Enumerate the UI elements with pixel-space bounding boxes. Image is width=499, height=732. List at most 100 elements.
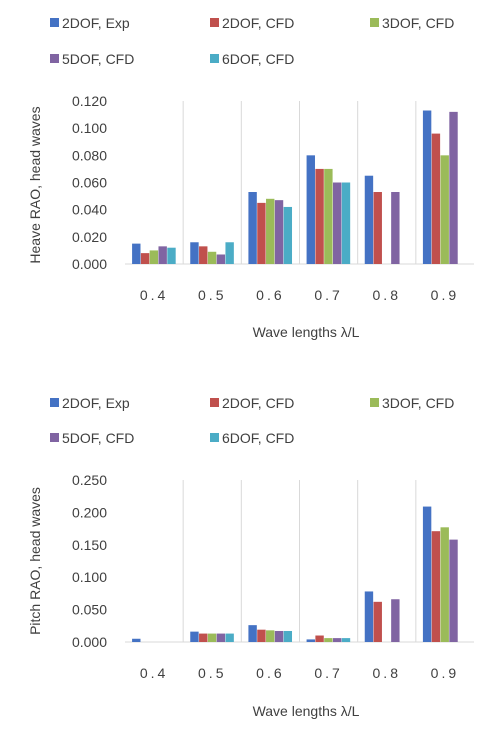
pitch-x-axis-title: Wave lengths λ/L — [253, 703, 360, 719]
pitch-x-tick-label: 0.5 — [198, 665, 226, 681]
heave-bar-0_7-s2 — [315, 168, 324, 264]
pitch-bar-0_6-s4 — [274, 630, 284, 642]
heave-bar-0_9-s4 — [449, 111, 458, 264]
heave-bar-0_6-s1 — [248, 192, 257, 264]
heave-legend-swatch-3 — [370, 18, 379, 27]
heave-y-tick-label: 0.120 — [72, 93, 107, 109]
heave-y-ticks: 0.000 0.020 0.040 0.060 0.080 0.100 0.120 — [72, 93, 107, 272]
heave-bar-0_6-s5 — [283, 206, 293, 264]
heave-y-tick-label: 0.080 — [72, 147, 107, 163]
heave-bar-0_9-s1 — [422, 110, 432, 264]
pitch-legend-label-5: 6DOF, CFD — [222, 430, 294, 446]
pitch-bar-0_7-s2 — [315, 635, 324, 642]
heave-legend-swatch-1 — [50, 18, 59, 27]
pitch-y-tick-label: 0.100 — [72, 569, 107, 585]
pitch-bar-0_7-s5 — [341, 638, 351, 642]
heave-x-tick-label: 0.4 — [140, 287, 168, 303]
heave-bar-0_4-s3 — [149, 250, 159, 264]
heave-bar-0_4-s1 — [132, 243, 141, 264]
pitch-x-tick-label: 0.8 — [373, 665, 401, 681]
heave-legend-label-3: 3DOF, CFD — [382, 15, 454, 31]
pitch-bar-0_6-s5 — [283, 630, 293, 642]
heave-legend-label-1: 2DOF, Exp — [62, 15, 130, 31]
pitch-bar-0_5-s4 — [216, 633, 226, 642]
pitch-bar-0_6-s3 — [266, 630, 275, 642]
heave-bar-0_7-s4 — [332, 182, 342, 264]
pitch-chart: 2DOF, Exp 2DOF, CFD 3DOF, CFD 5DOF, CFD 6DOF… — [27, 395, 474, 719]
heave-x-tick-label: 0.7 — [314, 287, 342, 303]
heave-bar-0_5-s2 — [199, 246, 208, 264]
heave-legend-swatch-2 — [210, 18, 219, 27]
pitch-x-tick-label: 0.6 — [256, 665, 284, 681]
pitch-bar-0_6-s2 — [257, 629, 266, 642]
heave-y-axis-title: Heave RAO, head waves — [27, 106, 43, 263]
pitch-legend-swatch-3 — [370, 398, 379, 407]
pitch-bar-0_8-s4 — [391, 599, 400, 642]
pitch-legend-label-2: 2DOF, CFD — [222, 395, 294, 411]
pitch-bar-0_7-s3 — [324, 638, 333, 642]
heave-bar-0_6-s3 — [266, 198, 275, 264]
pitch-bar-0_9-s3 — [440, 527, 449, 642]
heave-bar-0_6-s2 — [257, 202, 266, 264]
pitch-x-ticks: 0.4 0.5 0.6 0.7 0.8 0.9 — [140, 665, 459, 681]
heave-bar-0_8-s2 — [373, 192, 382, 264]
pitch-legend-label-1: 2DOF, Exp — [62, 395, 130, 411]
pitch-y-ticks: 0.000 0.050 0.100 0.150 0.200 0.250 — [72, 472, 107, 650]
pitch-bar-0_4-s1 — [132, 638, 141, 642]
pitch-y-tick-label: 0.050 — [72, 602, 107, 618]
heave-x-tick-label: 0.5 — [198, 287, 226, 303]
pitch-y-tick-label: 0.200 — [72, 504, 107, 520]
pitch-bar-0_9-s2 — [431, 531, 441, 642]
pitch-legend-label-4: 5DOF, CFD — [62, 430, 134, 446]
pitch-bar-0_9-s4 — [449, 539, 458, 642]
heave-x-tick-label: 0.9 — [431, 287, 459, 303]
heave-legend: 2DOF, Exp 2DOF, CFD 3DOF, CFD 5DOF, CFD 6DOF… — [50, 15, 454, 67]
pitch-bar-0_8-s2 — [373, 601, 382, 642]
pitch-bar-0_5-s2 — [199, 633, 208, 642]
heave-legend-swatch-5 — [210, 54, 219, 63]
pitch-legend-swatch-5 — [210, 433, 219, 442]
pitch-bar-0_7-s4 — [332, 638, 342, 642]
pitch-bar-0_7-s1 — [306, 639, 315, 642]
heave-bar-0_4-s4 — [158, 246, 167, 264]
heave-category-dividers — [125, 101, 474, 265]
heave-bar-0_4-s5 — [167, 247, 176, 264]
pitch-legend-swatch-2 — [210, 398, 219, 407]
heave-y-tick-label: 0.060 — [72, 175, 107, 191]
heave-bar-0_4-s2 — [140, 253, 150, 264]
pitch-bar-0_9-s1 — [422, 506, 432, 642]
pitch-x-tick-label: 0.9 — [431, 665, 459, 681]
heave-bar-0_5-s3 — [207, 251, 217, 264]
heave-bar-0_5-s4 — [216, 254, 226, 264]
pitch-bars — [132, 506, 458, 642]
heave-bars — [132, 110, 458, 264]
pitch-bar-0_8-s1 — [364, 591, 374, 642]
heave-legend-swatch-4 — [50, 54, 59, 63]
heave-bar-0_8-s1 — [364, 175, 374, 264]
pitch-legend-swatch-1 — [50, 398, 59, 407]
heave-bar-0_8-s4 — [391, 192, 400, 264]
heave-bar-0_7-s3 — [324, 168, 333, 264]
heave-x-tick-label: 0.6 — [256, 287, 284, 303]
pitch-y-tick-label: 0.150 — [72, 537, 107, 553]
heave-bar-0_5-s5 — [225, 242, 234, 264]
heave-y-tick-label: 0.020 — [72, 229, 107, 245]
heave-bar-0_6-s4 — [274, 200, 284, 264]
pitch-y-axis-title: Pitch RAO, head waves — [27, 487, 43, 635]
pitch-bar-0_6-s1 — [248, 625, 257, 642]
pitch-x-tick-label: 0.4 — [140, 665, 168, 681]
pitch-legend: 2DOF, Exp 2DOF, CFD 3DOF, CFD 5DOF, CFD 6DOF… — [50, 395, 454, 446]
pitch-legend-swatch-4 — [50, 433, 59, 442]
heave-bar-0_9-s3 — [440, 155, 449, 264]
heave-y-tick-label: 0.000 — [72, 256, 107, 272]
heave-bar-0_5-s1 — [190, 242, 199, 264]
pitch-legend-label-3: 3DOF, CFD — [382, 395, 454, 411]
heave-x-tick-label: 0.8 — [373, 287, 401, 303]
pitch-bar-0_5-s3 — [207, 633, 217, 642]
pitch-bar-0_5-s5 — [225, 633, 234, 642]
heave-x-axis-title: Wave lengths λ/L — [253, 324, 360, 340]
heave-legend-label-2: 2DOF, CFD — [222, 15, 294, 31]
heave-bar-0_7-s5 — [341, 182, 351, 264]
heave-legend-label-4: 5DOF, CFD — [62, 51, 134, 67]
